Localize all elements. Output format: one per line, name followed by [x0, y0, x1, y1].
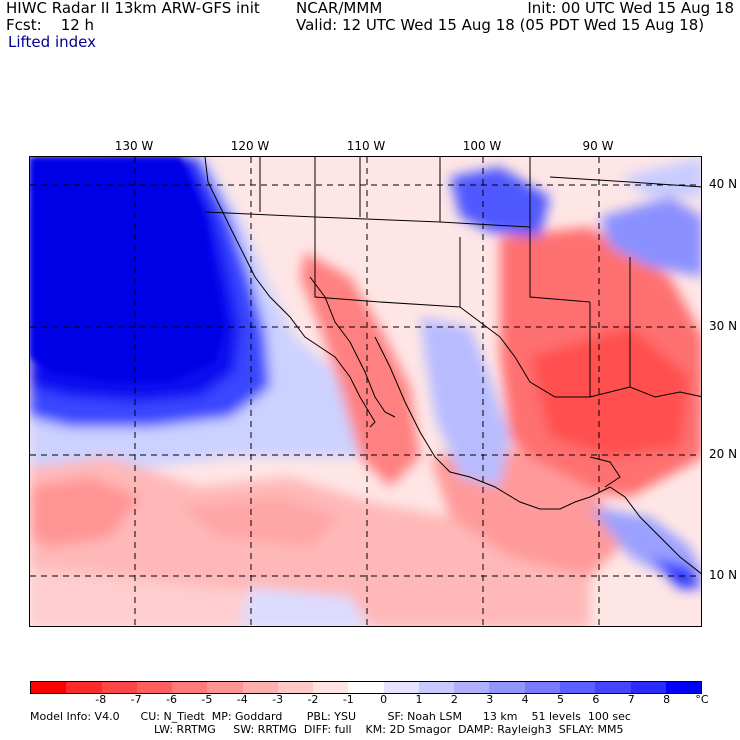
map-canvas — [30, 157, 701, 626]
lon-label-120w: 120 W — [230, 139, 270, 153]
colorbar-cell — [136, 682, 173, 693]
colorbar-cell — [101, 682, 137, 693]
plot-title: HIWC Radar II 13km ARW-GFS init — [6, 0, 260, 17]
lat-label-20n: 20 N — [709, 447, 738, 461]
lon-label-100w: 100 W — [462, 139, 502, 153]
colorbar-cell — [489, 682, 525, 693]
colorbar-cell — [454, 682, 490, 693]
colorbar-tick-label: -8 — [95, 693, 107, 706]
colorbar-cell — [665, 682, 702, 693]
lat-lon-grid — [30, 157, 701, 626]
colorbar-tick-label: 2 — [450, 693, 458, 706]
model-info-line1: Model Info: V4.0 CU: N_Tiedt MP: Goddard… — [30, 710, 631, 723]
colorbar-cell — [66, 682, 102, 693]
colorbar-tick-label: 1 — [415, 693, 423, 706]
lat-label-40n: 40 N — [709, 177, 738, 191]
colorbar-cell — [172, 682, 208, 693]
colorbar-cell — [524, 682, 560, 693]
init-time: Init: 00 UTC Wed 15 Aug 18 — [527, 0, 734, 17]
colorbar-cell — [242, 682, 278, 693]
colorbar-tick-label: 8 — [663, 693, 671, 706]
colorbar-tick-label: 0 — [380, 693, 388, 706]
colorbar-tick-label: -4 — [236, 693, 248, 706]
colorbar-tick-label: 7 — [627, 693, 635, 706]
pacific-stable-core — [30, 157, 225, 382]
colorbar-tick-label: 3 — [486, 693, 494, 706]
colorbar-cell — [348, 682, 384, 693]
colorbar-cell — [383, 682, 419, 693]
lat-label-30n: 30 N — [709, 319, 738, 333]
lon-label-90w: 90 W — [582, 139, 614, 153]
colorbar-cell — [313, 682, 349, 693]
valid-time: Valid: 12 UTC Wed 15 Aug 18 (05 PDT Wed … — [296, 16, 705, 34]
forecast-hour: Fcst: 12 h — [6, 16, 95, 34]
state-borders — [204, 157, 701, 397]
colorbar-unit: °C — [695, 693, 709, 706]
colorbar-cell — [630, 682, 666, 693]
colorbar-tick-label: 5 — [557, 693, 565, 706]
lifted-index-map — [29, 156, 702, 627]
lon-label-130w: 130 W — [114, 139, 154, 153]
colorbar-tick-label: -3 — [272, 693, 284, 706]
colorbar-cell — [595, 682, 631, 693]
colorbar-labels: -8 -7 -6 -5 -4 -3 -2 -1 0 1 2 3 4 5 6 7 8 °C — [30, 693, 710, 707]
colorbar-tick-label: 6 — [592, 693, 600, 706]
colorbar-tick-label: -7 — [130, 693, 142, 706]
model-info-line2: LW: RRTMG SW: RRTMG DIFF: full KM: 2D Sm… — [154, 723, 624, 736]
field-name: Lifted index — [8, 33, 96, 51]
colorbar-tick-label: -6 — [165, 693, 177, 706]
lon-label-110w: 110 W — [346, 139, 386, 153]
colorbar-tick-label: -2 — [307, 693, 319, 706]
colorbar-cell — [277, 682, 314, 693]
colorbar-cell — [31, 682, 67, 693]
colorbar — [30, 681, 702, 694]
source-label: NCAR/MMM — [296, 0, 383, 17]
colorbar-cell — [559, 682, 596, 693]
colorbar-cell — [418, 682, 455, 693]
colorbar-tick-label: 4 — [521, 693, 529, 706]
colorbar-tick-label: -1 — [342, 693, 354, 706]
colorbar-tick-label: -5 — [201, 693, 213, 706]
colorbar-cell — [207, 682, 243, 693]
lat-label-10n: 10 N — [709, 568, 738, 582]
